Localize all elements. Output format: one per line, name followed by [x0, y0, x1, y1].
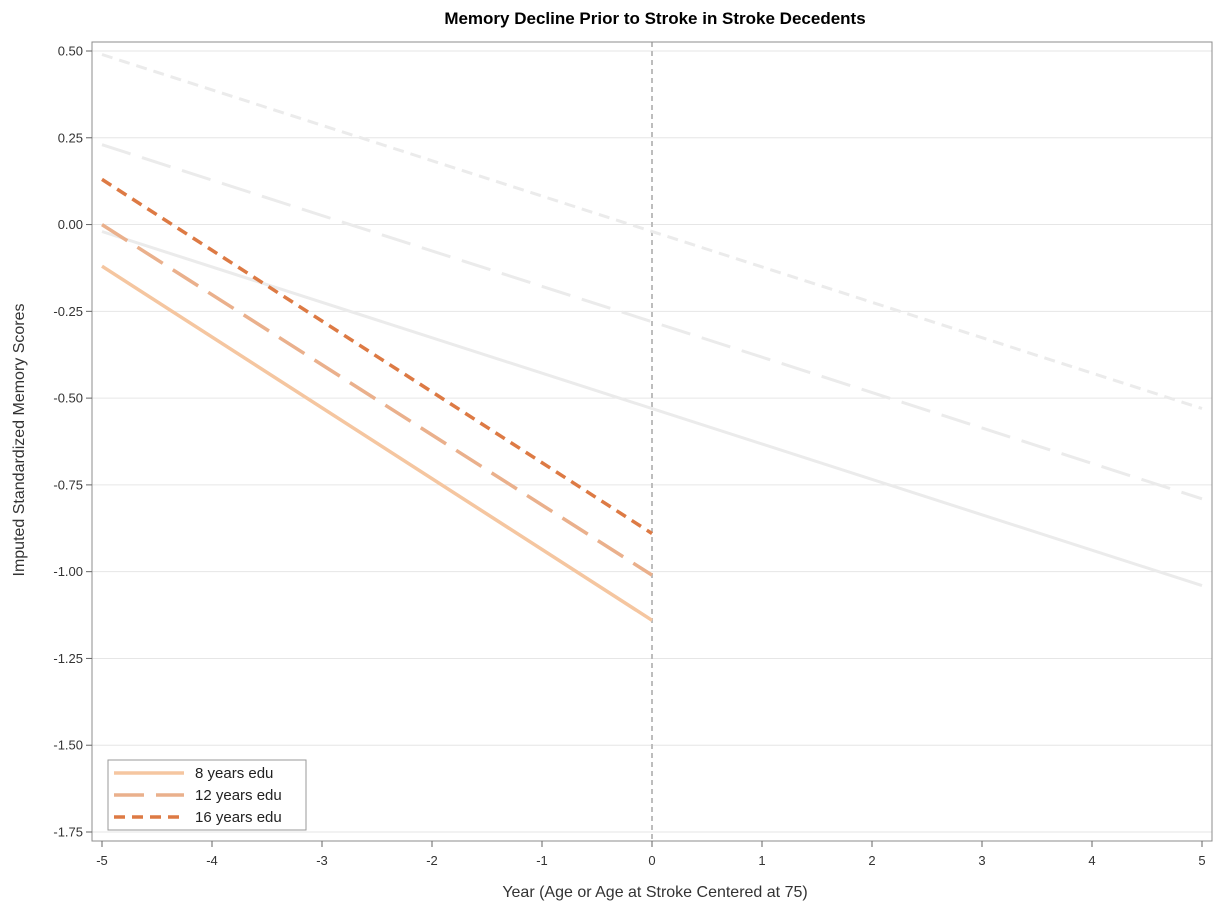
- background-series-line: [101, 53, 1203, 410]
- x-tick-label: 5: [1198, 853, 1205, 868]
- legend-label: 16 years edu: [195, 809, 282, 826]
- x-tick-label: -5: [96, 853, 108, 868]
- x-tick-label: 2: [868, 853, 875, 868]
- y-axis-label: Imputed Standardized Memory Scores: [11, 303, 28, 576]
- background-series-line: [101, 143, 1203, 501]
- x-tick-label: -3: [316, 853, 328, 868]
- legend-label: 12 years edu: [195, 787, 282, 804]
- series-line: [101, 177, 653, 535]
- legend: 8 years edu 12 years edu 16 years edu: [107, 759, 307, 831]
- y-tick-label: -1.00: [53, 564, 83, 579]
- x-tick-label: 3: [978, 853, 985, 868]
- chart-title: Memory Decline Prior to Stroke in Stroke…: [444, 9, 865, 28]
- y-tick-label: -0.25: [53, 304, 83, 319]
- series-lines: [101, 177, 653, 622]
- x-tick-label: 4: [1088, 853, 1095, 868]
- y-tick-label: 0.25: [58, 130, 83, 145]
- y-tick-label: -1.25: [53, 651, 83, 666]
- y-tick-label: -1.75: [53, 825, 83, 840]
- background-lines: [101, 53, 1203, 588]
- y-axis-ticks: 0.50 0.25 0.00 -0.25 -0.50 -0.75 -1.00 -1.25 -1.…: [53, 44, 92, 840]
- y-tick-label: 0.50: [58, 44, 83, 59]
- legend-label: 8 years edu: [195, 765, 273, 782]
- series-line: [101, 264, 653, 622]
- y-tick-label: -1.50: [53, 738, 83, 753]
- series-line: [101, 223, 653, 577]
- x-axis-ticks: -5 -4 -3 -2 -1 0 1 2 3 4 5: [96, 841, 1206, 868]
- x-tick-label: -2: [426, 853, 438, 868]
- x-tick-label: 0: [648, 853, 655, 868]
- y-tick-label: 0.00: [58, 217, 83, 232]
- x-tick-label: 1: [758, 853, 765, 868]
- y-tick-label: -0.75: [53, 477, 83, 492]
- y-tick-label: -0.50: [53, 391, 83, 406]
- background-series-line: [101, 230, 1203, 588]
- x-tick-label: -1: [536, 853, 548, 868]
- x-axis-label: Year (Age or Age at Stroke Centered at 7…: [502, 884, 807, 901]
- x-tick-label: -4: [206, 853, 218, 868]
